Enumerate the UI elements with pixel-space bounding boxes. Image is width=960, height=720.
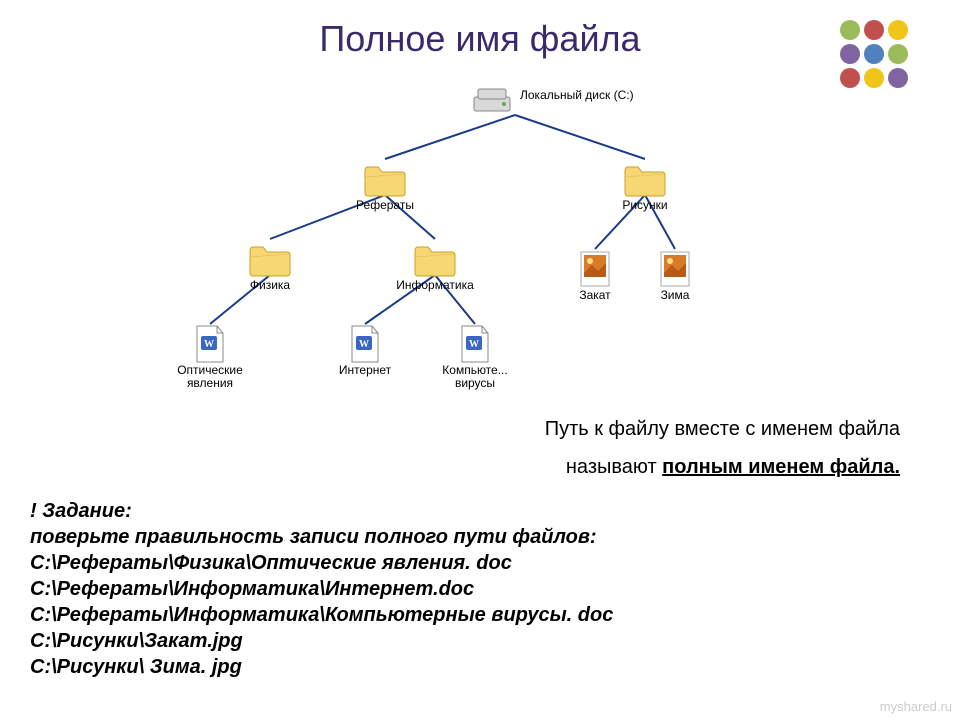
watermark: myshared.ru xyxy=(880,699,952,714)
folder-icon xyxy=(225,235,315,279)
node-label: Рефераты xyxy=(340,199,430,212)
node-label: Интернет xyxy=(320,364,410,377)
desc2-bold: полным именем файла. xyxy=(662,456,900,478)
doc-icon: W xyxy=(430,320,520,364)
node-label: Оптические явления xyxy=(165,364,255,390)
tree-node-fiz: Физика xyxy=(225,235,315,292)
task-path: С:\Рефераты\Информатика\Компьютерные вир… xyxy=(30,602,613,628)
tree-node-zim: Зима xyxy=(630,245,720,302)
svg-text:W: W xyxy=(469,339,479,350)
image-icon xyxy=(550,245,640,289)
folder-icon xyxy=(340,155,430,199)
tree-node-root: Локальный диск (C:) xyxy=(470,75,610,119)
node-label: Физика xyxy=(225,279,315,292)
tree-node-ris: Рисунки xyxy=(600,155,690,212)
tree-node-int: W Интернет xyxy=(320,320,410,377)
folder-icon xyxy=(600,155,690,199)
task-path: С:\Рефераты\Физика\Оптические явления. d… xyxy=(30,550,613,576)
node-label: Зима xyxy=(630,289,720,302)
node-label: Информатика xyxy=(390,279,480,292)
tree-node-inf: Информатика xyxy=(390,235,480,292)
tree-node-zak: Закат xyxy=(550,245,640,302)
tree-node-vir: W Компьюте... вирусы xyxy=(430,320,520,390)
svg-text:W: W xyxy=(359,339,369,350)
task-path: С:\Рисунки\Закат.jpg xyxy=(30,628,613,654)
task-prompt: поверьте правильность записи полного пут… xyxy=(30,524,613,550)
task-header: ! Задание: xyxy=(30,498,613,524)
task-path: С:\Рисунки\ Зима. jpg xyxy=(30,654,613,680)
page-title: Полное имя файла xyxy=(0,18,960,60)
node-label: Рисунки xyxy=(600,199,690,212)
tree-node-opt: W Оптические явления xyxy=(165,320,255,390)
image-icon xyxy=(630,245,720,289)
doc-icon: W xyxy=(165,320,255,364)
description-line-1: Путь к файлу вместе с именем файла xyxy=(545,418,900,441)
decorative-dots xyxy=(840,20,930,110)
node-label: Компьюте... вирусы xyxy=(430,364,520,390)
task-path: С:\Рефераты\Информатика\Интернет.doc xyxy=(30,576,613,602)
folder-icon xyxy=(390,235,480,279)
node-label: Локальный диск (C:) xyxy=(520,89,640,102)
doc-icon: W xyxy=(320,320,410,364)
tree-node-ref: Рефераты xyxy=(340,155,430,212)
desc2-prefix: называют xyxy=(566,456,662,478)
svg-text:W: W xyxy=(204,339,214,350)
node-label: Закат xyxy=(550,289,640,302)
file-tree-diagram: Локальный диск (C:) Рефераты Рисунки Физ… xyxy=(130,75,770,395)
description-line-2: называют полным именем файла. xyxy=(566,456,900,479)
task-block: ! Задание: поверьте правильность записи … xyxy=(30,498,613,680)
